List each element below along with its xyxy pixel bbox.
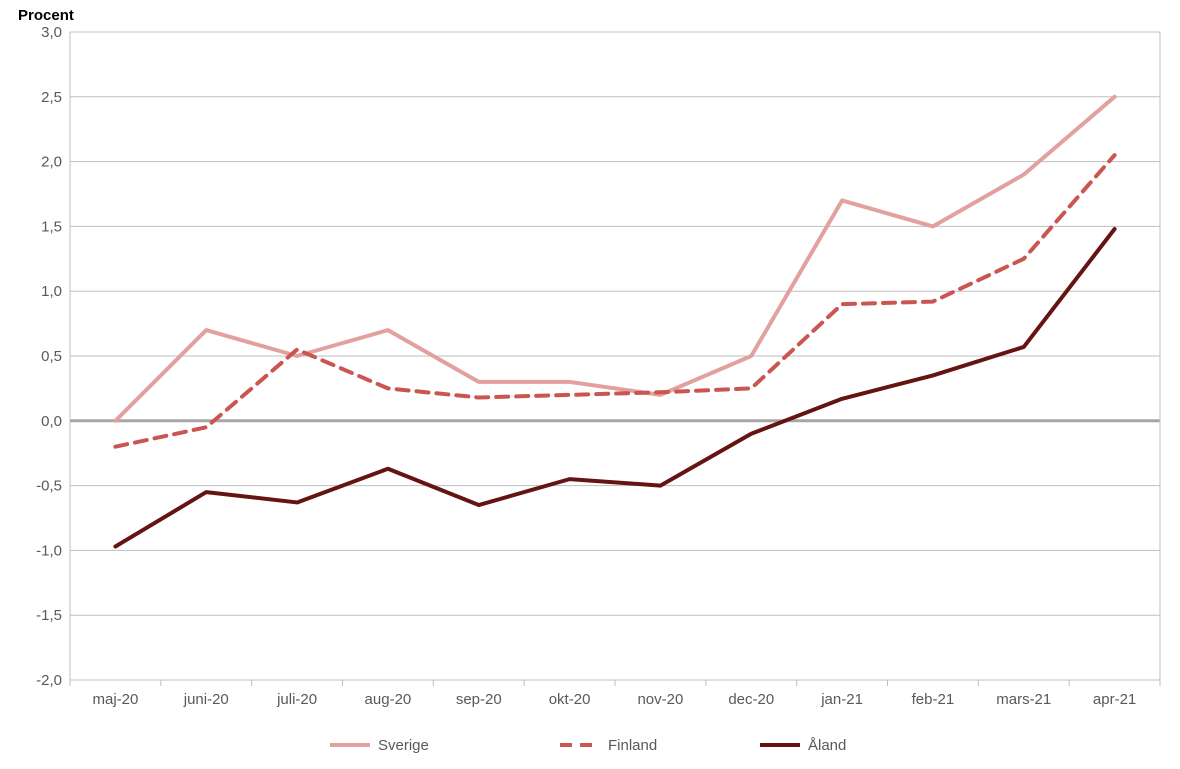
x-tick-label: sep-20 — [456, 691, 502, 708]
y-tick-label: -2,0 — [36, 672, 62, 689]
x-tick-label: jan-21 — [820, 691, 863, 708]
y-tick-label: -1,5 — [36, 607, 62, 624]
series-line — [115, 97, 1114, 421]
x-tick-label: mars-21 — [996, 691, 1051, 708]
y-tick-label: 3,0 — [41, 24, 62, 41]
x-tick-label: aug-20 — [365, 691, 412, 708]
x-tick-label: dec-20 — [728, 691, 774, 708]
series-line — [115, 155, 1114, 447]
y-tick-label: 1,5 — [41, 218, 62, 235]
x-tick-label: feb-21 — [912, 691, 955, 708]
x-tick-label: apr-21 — [1093, 691, 1136, 708]
line-chart: Procent -2,0 -1,5 -1,0 -0,5 0,0 0,5 1,0 1,5 2,0 2,… — [0, 0, 1180, 769]
x-tick-label: nov-20 — [637, 691, 683, 708]
x-tick-label: maj-20 — [92, 691, 138, 708]
x-tick-label: okt-20 — [549, 691, 591, 708]
x-tick-label: juli-20 — [276, 691, 317, 708]
y-tick-label: 0,0 — [41, 413, 62, 430]
y-tick-label: 1,0 — [41, 283, 62, 300]
y-tick-label: 0,5 — [41, 348, 62, 365]
y-tick-label: 2,0 — [41, 154, 62, 171]
y-tick-label: 2,5 — [41, 89, 62, 106]
y-tick-label: -0,5 — [36, 478, 62, 495]
legend-label: Finland — [608, 737, 657, 754]
y-axis-title: Procent — [18, 7, 74, 24]
x-tick-label: juni-20 — [183, 691, 229, 708]
legend-label: Sverige — [378, 737, 429, 754]
chart-svg: Procent -2,0 -1,5 -1,0 -0,5 0,0 0,5 1,0 1,5 2,0 2,… — [0, 0, 1180, 769]
y-tick-label: -1,0 — [36, 542, 62, 559]
legend-label: Åland — [808, 737, 846, 754]
